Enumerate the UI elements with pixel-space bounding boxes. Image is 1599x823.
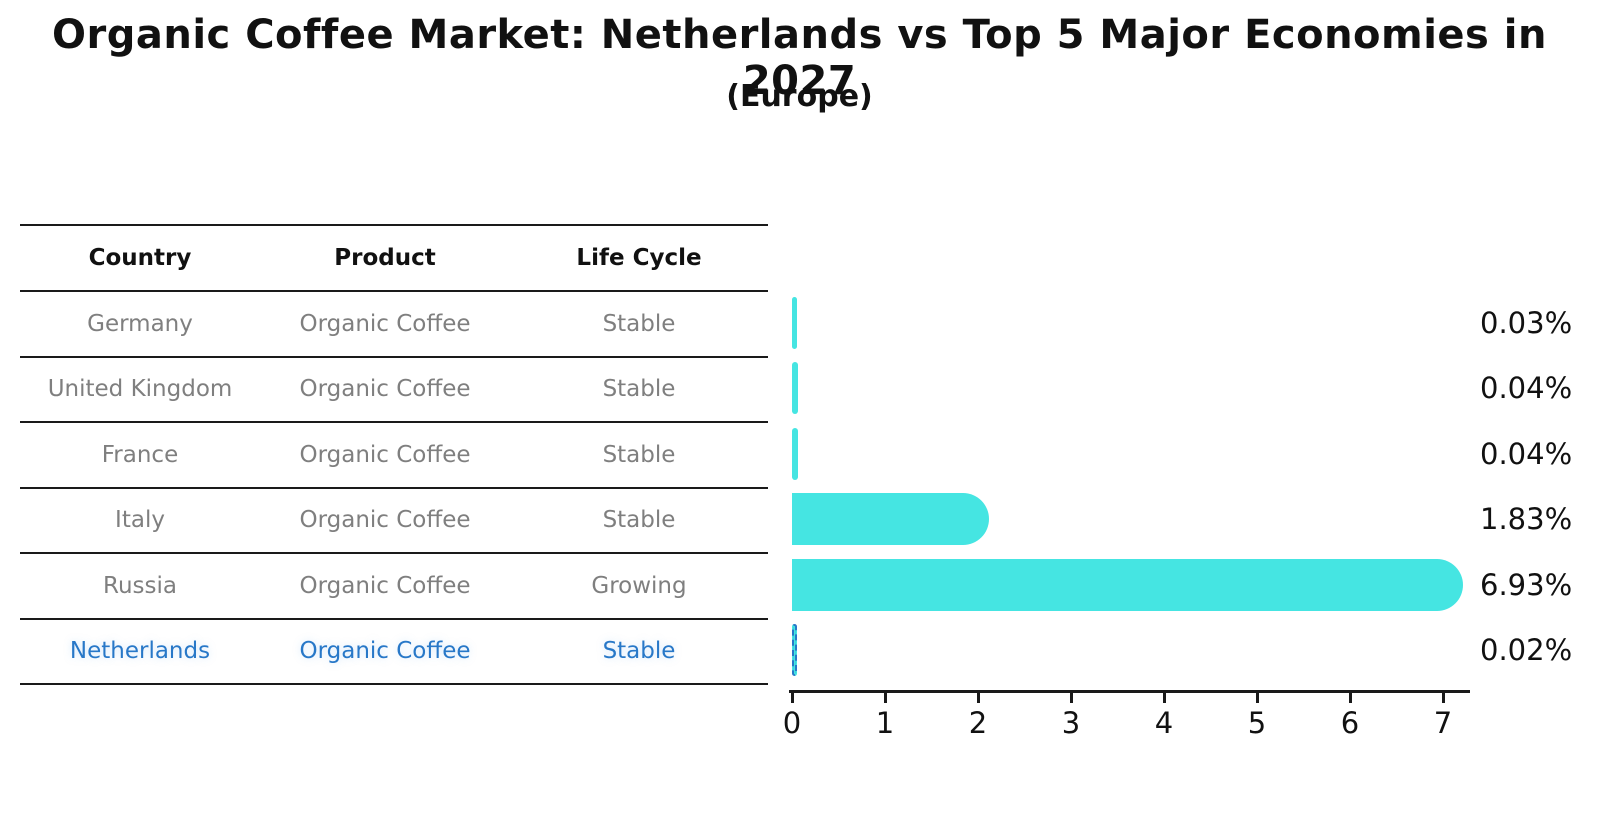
table-row-italy: Italy Organic Coffee Stable <box>20 489 768 554</box>
country-cell: Netherlands <box>69 638 211 665</box>
product-cell: Organic Coffee <box>299 507 471 534</box>
x-axis-tick <box>1162 693 1166 703</box>
x-axis-tick <box>1255 693 1259 703</box>
bar-france <box>792 427 799 480</box>
lifecycle-cell: Stable <box>602 310 676 337</box>
country-table: Country Product Life Cycle Germany Organ… <box>20 224 768 685</box>
lifecycle-cell: Stable <box>602 638 676 665</box>
country-cell: United Kingdom <box>47 376 233 403</box>
product-cell: Organic Coffee <box>299 310 471 337</box>
x-axis-tick <box>1069 693 1073 703</box>
product-cell: Organic Coffee <box>299 572 471 599</box>
x-axis-tick-label: 3 <box>1061 706 1081 740</box>
lifecycle-cell: Stable <box>602 441 676 468</box>
bar-italy <box>792 493 989 546</box>
value-label-italy: 1.83% <box>1480 502 1573 537</box>
value-label-united-kingdom: 0.04% <box>1480 371 1573 406</box>
x-axis-tick <box>790 693 794 703</box>
table-header-row: Country Product Life Cycle <box>20 226 768 292</box>
x-axis-tick-label: 4 <box>1154 706 1174 740</box>
bar-united-kingdom <box>792 362 799 415</box>
table-row-germany: Germany Organic Coffee Stable <box>20 292 768 358</box>
lifecycle-cell: Stable <box>602 507 676 534</box>
x-axis-tick-label: 7 <box>1433 706 1453 740</box>
table-body: Germany Organic Coffee Stable United Kin… <box>20 292 768 685</box>
country-cell: Russia <box>103 572 177 599</box>
value-label-netherlands: 0.02% <box>1480 633 1573 668</box>
bar-germany <box>792 296 798 349</box>
x-axis-tick-label: 6 <box>1340 706 1360 740</box>
table-row-russia: Russia Organic Coffee Growing <box>20 554 768 620</box>
bar-russia <box>792 558 1463 611</box>
bar-netherlands <box>792 624 797 677</box>
x-axis-tick <box>1441 693 1445 703</box>
lifecycle-cell: Growing <box>591 572 687 599</box>
x-axis-tick <box>976 693 980 703</box>
country-cell: Germany <box>87 310 193 337</box>
chart-subtitle: (Europe) <box>726 79 873 114</box>
product-cell: Organic Coffee <box>299 441 471 468</box>
value-label-russia: 6.93% <box>1480 567 1573 602</box>
column-header-product: Product <box>334 245 436 271</box>
x-axis-tick-label: 1 <box>875 706 895 740</box>
table-row-united-kingdom: United Kingdom Organic Coffee Stable <box>20 358 768 423</box>
table-row-france: France Organic Coffee Stable <box>20 423 768 489</box>
x-axis-tick-label: 0 <box>782 706 802 740</box>
product-cell: Organic Coffee <box>299 638 471 665</box>
value-label-germany: 0.03% <box>1480 305 1573 340</box>
x-axis-tick-label: 5 <box>1247 706 1267 740</box>
product-cell: Organic Coffee <box>299 376 471 403</box>
column-header-lifecycle: Life Cycle <box>576 245 702 271</box>
chart-title: Organic Coffee Market: Netherlands vs To… <box>52 12 1547 104</box>
table-row-netherlands: Netherlands Organic Coffee Stable <box>20 620 768 685</box>
value-label-france: 0.04% <box>1480 436 1573 471</box>
column-header-country: Country <box>88 245 192 271</box>
country-cell: Italy <box>115 507 165 534</box>
x-axis-tick <box>883 693 887 703</box>
country-cell: France <box>101 441 179 468</box>
x-axis-tick-label: 2 <box>968 706 988 740</box>
x-axis-line <box>789 690 1470 693</box>
x-axis-tick <box>1348 693 1352 703</box>
lifecycle-cell: Stable <box>602 376 676 403</box>
